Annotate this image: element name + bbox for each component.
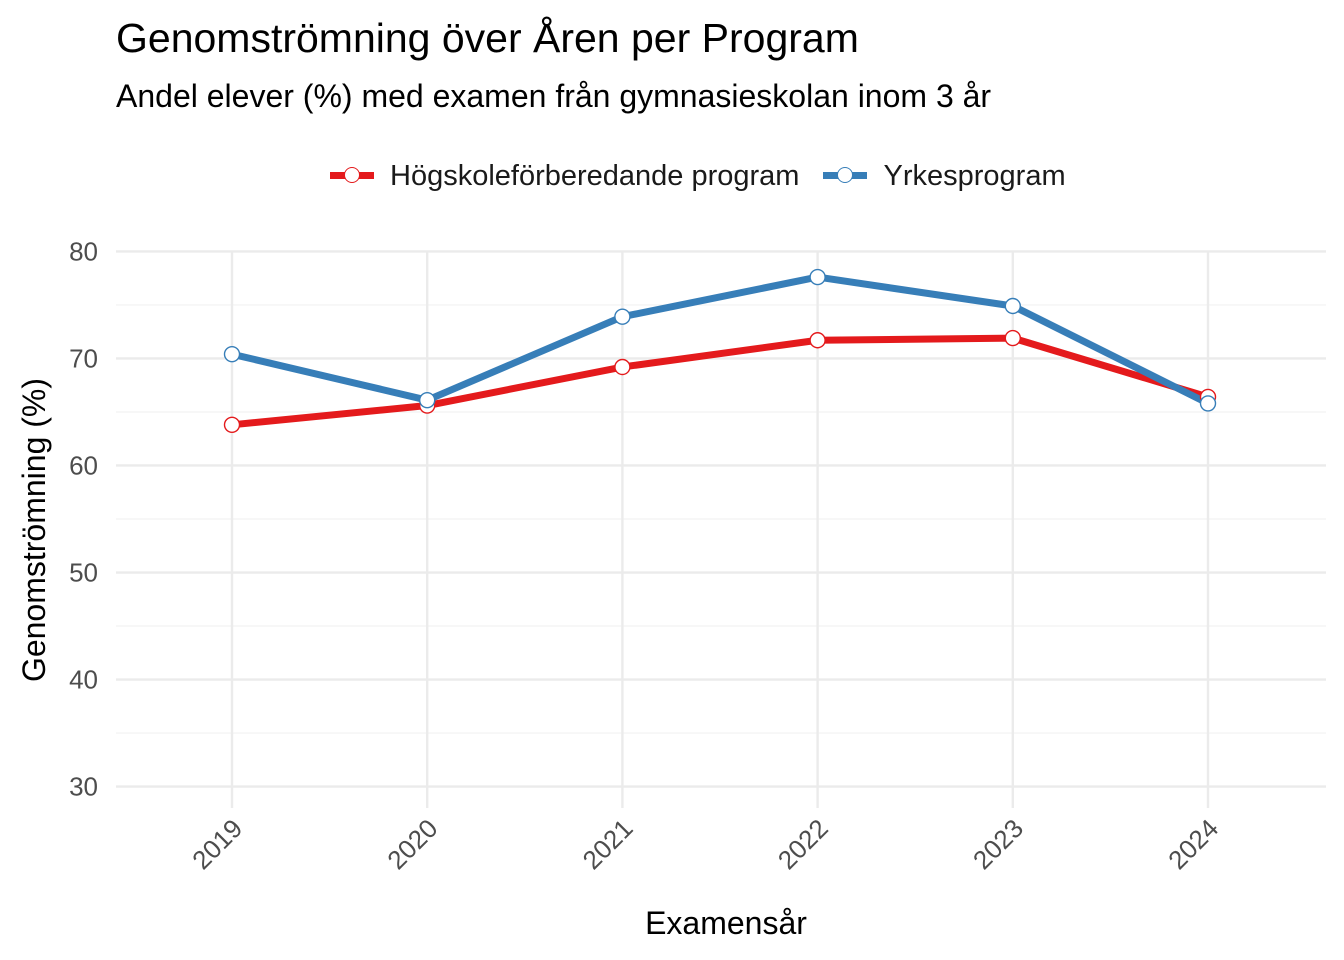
legend-key-series-0 bbox=[330, 156, 374, 196]
x-tick-label: 2021 bbox=[577, 813, 639, 875]
data-point bbox=[223, 416, 241, 434]
chart-title: Genomströmning över Åren per Program bbox=[116, 15, 859, 61]
grid bbox=[116, 250, 1326, 808]
legend-item-series-1: Yrkesprogram bbox=[823, 156, 1066, 196]
data-point bbox=[614, 308, 631, 325]
y-tick-label: 70 bbox=[69, 343, 98, 373]
x-tick-label: 2019 bbox=[186, 813, 248, 875]
series-layer bbox=[223, 268, 1217, 434]
data-point bbox=[614, 358, 631, 376]
y-axis: 30 40 50 60 70 80 bbox=[69, 236, 98, 801]
series-line-0 bbox=[231, 334, 1210, 429]
y-tick-label: 60 bbox=[69, 450, 98, 480]
data-point bbox=[1199, 395, 1217, 412]
data-point bbox=[1004, 329, 1021, 347]
series-line-1 bbox=[231, 273, 1210, 407]
data-point bbox=[223, 345, 241, 363]
x-tick-label: 2024 bbox=[1162, 813, 1224, 875]
legend-label: Yrkesprogram bbox=[883, 159, 1066, 192]
legend-key-dot bbox=[344, 167, 360, 183]
x-tick-label: 2020 bbox=[381, 813, 443, 875]
y-tick-label: 80 bbox=[69, 236, 98, 266]
legend-key-dot bbox=[837, 167, 854, 183]
y-tick-label: 50 bbox=[69, 558, 98, 588]
data-point bbox=[419, 391, 436, 409]
data-point bbox=[809, 268, 826, 286]
legend-label: Högskoleförberedande program bbox=[390, 159, 800, 192]
data-point bbox=[1004, 297, 1021, 315]
y-axis-title: Genomströmning (%) bbox=[16, 378, 52, 682]
x-axis: 2019 2020 2021 2022 2023 2024 bbox=[186, 813, 1224, 875]
legend: Högskoleförberedande program Yrkesprogra… bbox=[330, 156, 1090, 196]
data-point bbox=[809, 332, 826, 349]
x-tick-label: 2022 bbox=[772, 813, 834, 875]
y-tick-label: 30 bbox=[69, 772, 98, 802]
legend-item-series-0: Högskoleförberedande program bbox=[330, 156, 799, 196]
x-tick-label: 2023 bbox=[967, 813, 1029, 875]
legend-key-series-1 bbox=[823, 156, 868, 196]
y-tick-label: 40 bbox=[69, 665, 98, 695]
chart-subtitle: Andel elever (%) med examen från gymnasi… bbox=[116, 78, 992, 114]
x-axis-title: Examensår bbox=[645, 905, 807, 941]
